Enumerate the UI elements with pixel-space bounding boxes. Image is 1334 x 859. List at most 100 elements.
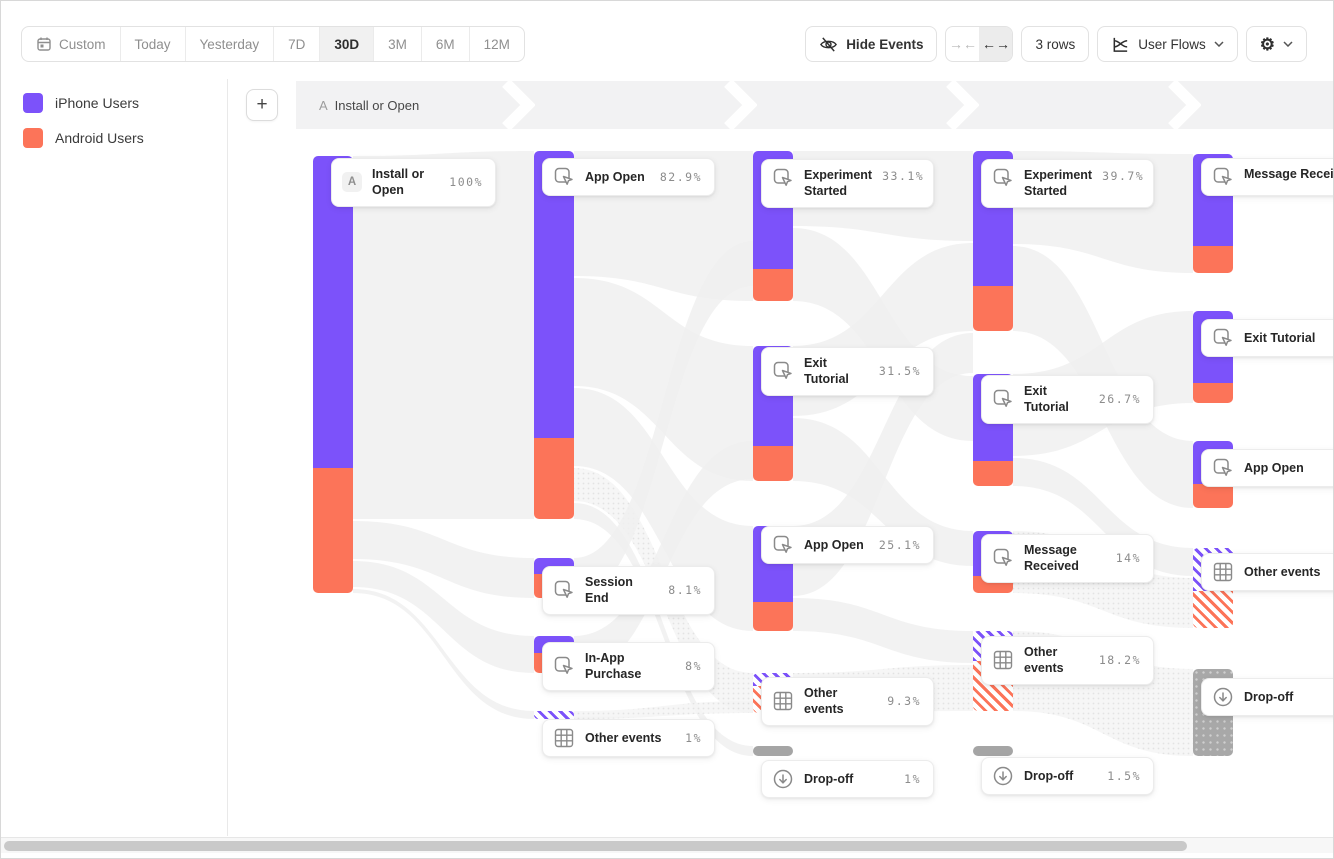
iphone-users-segment: [313, 156, 353, 468]
expand-arrows-icon: ←→: [981, 36, 1010, 52]
android-users-segment: [753, 269, 793, 301]
panel-divider: [227, 79, 228, 836]
step-letter-badge: A: [342, 172, 362, 193]
flow-node-card[interactable]: Other events 1%: [542, 719, 715, 757]
flow-node-card[interactable]: App Open 82.9%: [542, 158, 715, 196]
flow-node-card[interactable]: Drop-off 1%: [761, 760, 934, 798]
flow-node-bar[interactable]: [313, 156, 353, 593]
date-range-6m[interactable]: 6M: [420, 27, 469, 61]
other-events-icon: [993, 651, 1013, 670]
scrollbar-thumb[interactable]: [4, 841, 1187, 851]
flow-node-card[interactable]: App Open 25.1%: [761, 526, 934, 564]
flow-node-card[interactable]: Drop-off 1.5%: [981, 757, 1154, 795]
node-label: Message Received: [1024, 543, 1079, 574]
android-users-segment: [1193, 383, 1233, 403]
android-users-segment: [534, 438, 574, 519]
android-users-segment: [1193, 484, 1233, 508]
flow-node-card[interactable]: Other events 18.2%: [981, 636, 1154, 685]
node-label: Message Received: [1244, 167, 1334, 181]
step-header-label[interactable]: A Install or Open: [319, 97, 420, 113]
node-label: Exit Tutorial: [804, 356, 849, 387]
chevron-down-icon: [1214, 41, 1224, 47]
other-events-icon: [1213, 562, 1233, 582]
event-icon: [554, 657, 573, 675]
other-events-icon: [773, 692, 793, 711]
flow-node-card[interactable]: Exit Tutorial 26.7%: [981, 375, 1154, 424]
rows-button[interactable]: 3 rows: [1021, 26, 1090, 62]
flow-node-bar[interactable]: [973, 746, 1013, 756]
gear-icon: ⚙: [1259, 34, 1275, 54]
node-percent: 39.7%: [1102, 169, 1145, 183]
expand-columns-button[interactable]: ←→: [979, 27, 1013, 61]
flow-node-bar[interactable]: [534, 151, 574, 519]
event-icon: [993, 168, 1012, 186]
flow-node-card[interactable]: Experiment Started 33.1%: [761, 159, 934, 208]
node-label: App Open: [1244, 460, 1304, 475]
node-label: Install or Open: [372, 167, 425, 198]
view-selector[interactable]: User Flows: [1097, 26, 1238, 62]
collapse-expand-toggle: →← ←→: [945, 26, 1014, 62]
node-label: App Open: [804, 537, 864, 552]
flow-node-card[interactable]: Other events: [1201, 553, 1333, 591]
flow-node-card[interactable]: App Open: [1201, 449, 1333, 487]
drop-off-icon: [993, 766, 1013, 786]
user-flows-icon: [1113, 37, 1128, 52]
date-range-3m[interactable]: 3M: [373, 27, 421, 61]
android-users-segment: [753, 446, 793, 481]
flow-node-card[interactable]: Other events 9.3%: [761, 677, 934, 726]
toolbar: Custom Today Yesterday 7D 30D 3M 6M 12M …: [1, 1, 1333, 79]
event-icon: [773, 168, 792, 186]
node-percent: 8.1%: [668, 583, 702, 598]
flow-node-card[interactable]: In-App Purchase 8%: [542, 642, 715, 691]
collapse-arrows-icon: →←: [948, 36, 977, 52]
flow-node-card[interactable]: Session End 8.1%: [542, 566, 715, 615]
flow-node-card[interactable]: Exit Tutorial 31.5%: [761, 347, 934, 396]
drop-off-icon: [773, 769, 793, 789]
flow-node-bar[interactable]: [534, 711, 574, 719]
flow-node-card[interactable]: Experiment Started 39.7%: [981, 159, 1154, 208]
legend-item-iphone-users[interactable]: iPhone Users: [23, 93, 144, 113]
event-icon: [1213, 458, 1232, 476]
legend-item-android-users[interactable]: Android Users: [23, 128, 144, 148]
drop-off-segment: [973, 746, 1013, 756]
band-chevron-icon: [946, 81, 979, 129]
node-label: App Open: [585, 169, 645, 184]
date-range-12m[interactable]: 12M: [468, 27, 524, 61]
event-icon: [773, 535, 792, 553]
flow-node-card[interactable]: A Install or Open 100%: [331, 158, 496, 207]
node-label: Drop-off: [804, 771, 854, 786]
flow-node-bar[interactable]: [753, 746, 793, 756]
android-users-swatch: [23, 128, 43, 148]
date-range-custom[interactable]: Custom: [22, 27, 120, 61]
collapse-columns-button[interactable]: →←: [946, 27, 979, 61]
event-icon: [554, 581, 573, 599]
date-range-yesterday[interactable]: Yesterday: [184, 27, 274, 61]
flow-node-card[interactable]: Message Received: [1201, 158, 1334, 196]
date-range-7d[interactable]: 7D: [273, 27, 319, 61]
node-label: Experiment Started: [1024, 168, 1093, 199]
date-range-today[interactable]: Today: [119, 27, 185, 61]
settings-button[interactable]: ⚙: [1245, 26, 1307, 62]
node-percent: 1.5%: [1107, 769, 1141, 783]
node-percent: 18.2%: [1098, 653, 1141, 668]
date-range-30d[interactable]: 30D: [319, 27, 374, 61]
date-range-group: Custom Today Yesterday 7D 30D 3M 6M 12M: [21, 26, 525, 62]
android-users-segment: [1193, 246, 1233, 273]
horizontal-scrollbar[interactable]: [1, 837, 1333, 853]
hide-events-button[interactable]: Hide Events: [805, 26, 938, 62]
node-percent: 1%: [685, 731, 702, 745]
band-chevron-icon: [1168, 81, 1201, 129]
iphone-users-swatch: [23, 93, 43, 113]
drop-off-segment: [753, 746, 793, 756]
flow-node-card[interactable]: Message Received 14%: [981, 534, 1154, 583]
add-step-button[interactable]: +: [246, 89, 278, 121]
event-icon: [554, 167, 573, 185]
node-percent: 31.5%: [878, 364, 921, 379]
node-label: Other events: [1024, 645, 1064, 676]
flow-node-card[interactable]: Drop-off: [1201, 678, 1333, 716]
flow-node-card[interactable]: Exit Tutorial: [1201, 319, 1333, 357]
other-events-icon: [554, 728, 574, 748]
iphone-users-segment: [534, 151, 574, 438]
